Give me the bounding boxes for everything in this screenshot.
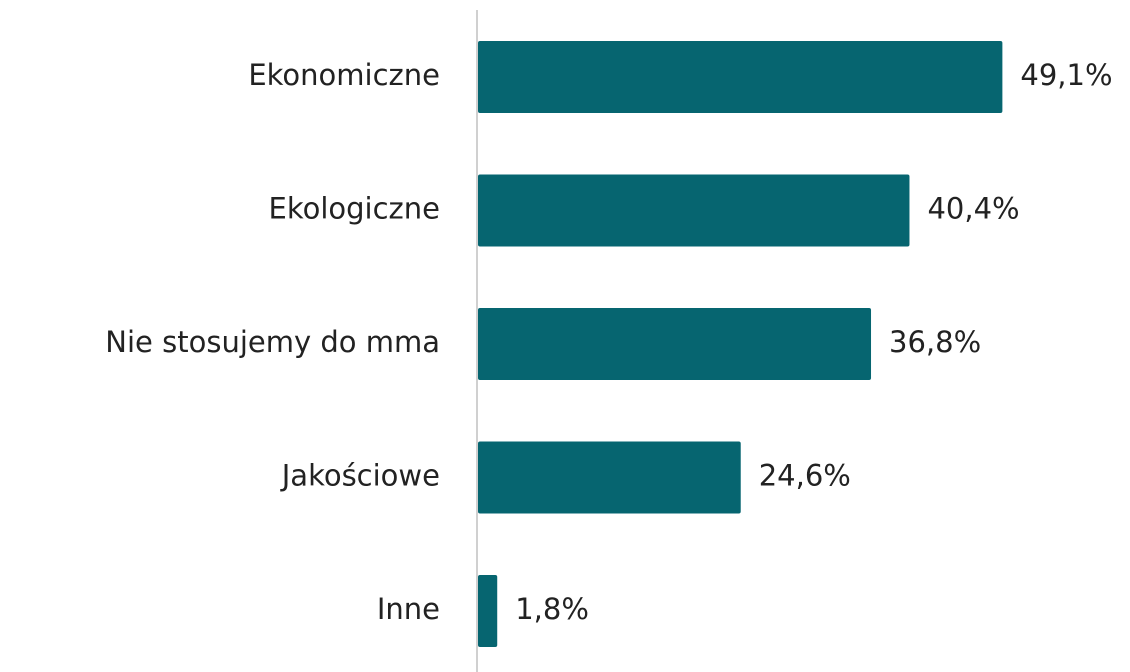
bar [478, 174, 910, 247]
bar [478, 575, 498, 647]
value-label: 1,8% [515, 592, 589, 626]
bar [478, 41, 1003, 113]
category-label: Inne [377, 592, 440, 626]
value-label: 36,8% [889, 325, 981, 359]
category-label: Nie stosujemy do mma [105, 325, 440, 359]
category-label: Ekologiczne [269, 192, 440, 226]
value-label: 40,4% [927, 192, 1019, 226]
category-label: Ekonomiczne [248, 58, 440, 92]
bar [478, 308, 872, 380]
bar [478, 441, 741, 514]
category-label: Jakościowe [280, 459, 440, 493]
value-label: 24,6% [759, 459, 851, 493]
value-label: 49,1% [1020, 58, 1112, 92]
